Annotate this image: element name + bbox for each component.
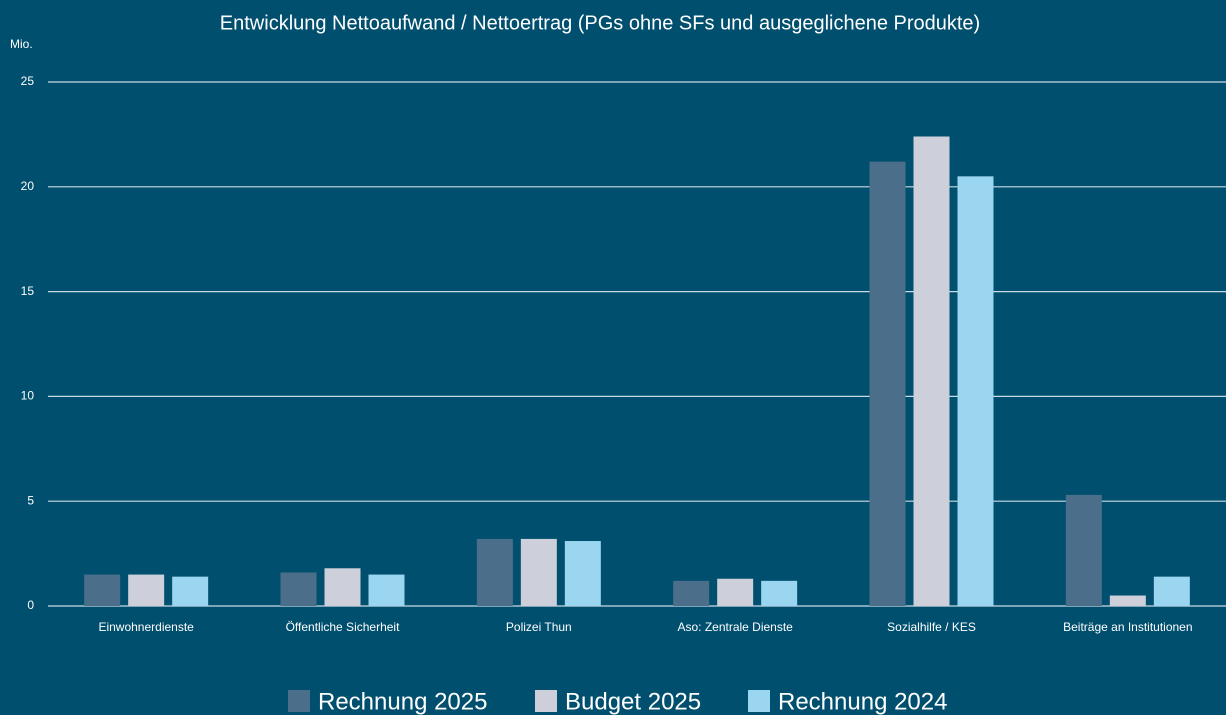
bar (84, 574, 121, 606)
x-tick-label: Beiträge an Institutionen (1063, 620, 1192, 634)
y-tick-label: 15 (21, 284, 35, 298)
bar (280, 572, 317, 606)
bar (957, 176, 994, 606)
legend-swatch (535, 690, 557, 712)
bar (1109, 595, 1146, 606)
x-tick-label: Polizei Thun (506, 620, 572, 634)
bar (172, 576, 209, 606)
y-tick-label: 10 (21, 389, 35, 403)
bar (913, 136, 950, 606)
x-tick-label: Öffentliche Sicherheit (286, 620, 401, 634)
legend-swatch (288, 690, 310, 712)
bar (761, 580, 798, 606)
bar (869, 161, 906, 606)
x-tick-label: Einwohnerdienste (98, 620, 194, 634)
y-axis-label: Mio. (10, 37, 33, 51)
y-tick-label: 0 (27, 598, 34, 612)
legend-label: Rechnung 2025 (318, 688, 487, 715)
bar (673, 580, 710, 606)
bar (1153, 576, 1190, 606)
y-tick-label: 25 (21, 74, 35, 88)
chart-title: Entwicklung Nettoaufwand / Nettoertrag (… (220, 12, 980, 34)
bar (520, 538, 557, 606)
legend-label: Rechnung 2024 (778, 688, 947, 715)
legend-swatch (748, 690, 770, 712)
bar (1065, 494, 1102, 606)
legend-label: Budget 2025 (565, 688, 701, 715)
x-tick-label: Aso: Zentrale Dienste (677, 620, 793, 634)
bar (564, 541, 601, 606)
bar (717, 578, 754, 606)
x-tick-label: Sozialhilfe / KES (887, 620, 976, 634)
bar (128, 574, 165, 606)
y-tick-label: 20 (21, 179, 35, 193)
bar (324, 568, 361, 606)
y-tick-label: 5 (27, 493, 34, 507)
bar (476, 538, 513, 606)
bar (368, 574, 405, 606)
